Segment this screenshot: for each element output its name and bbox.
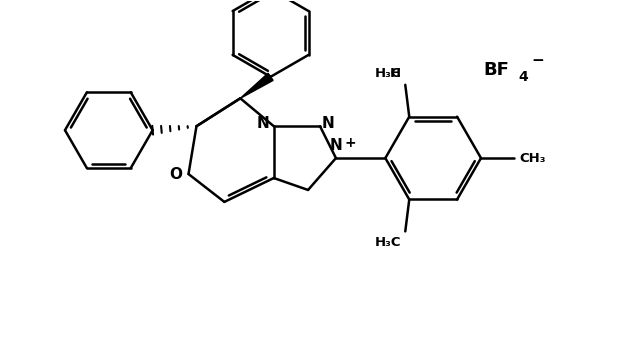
Text: H₃C: H₃C bbox=[375, 236, 401, 249]
Text: BF: BF bbox=[483, 62, 509, 79]
Text: N: N bbox=[257, 115, 270, 131]
Text: H: H bbox=[390, 67, 401, 80]
Text: H₃C: H₃C bbox=[375, 67, 401, 80]
Text: N: N bbox=[330, 138, 342, 153]
Polygon shape bbox=[240, 73, 273, 98]
Text: N: N bbox=[321, 115, 334, 131]
Text: −: − bbox=[531, 53, 544, 68]
Text: O: O bbox=[169, 167, 182, 181]
Text: 4: 4 bbox=[518, 70, 528, 84]
Text: CH₃: CH₃ bbox=[519, 152, 546, 165]
Text: +: + bbox=[344, 136, 356, 150]
